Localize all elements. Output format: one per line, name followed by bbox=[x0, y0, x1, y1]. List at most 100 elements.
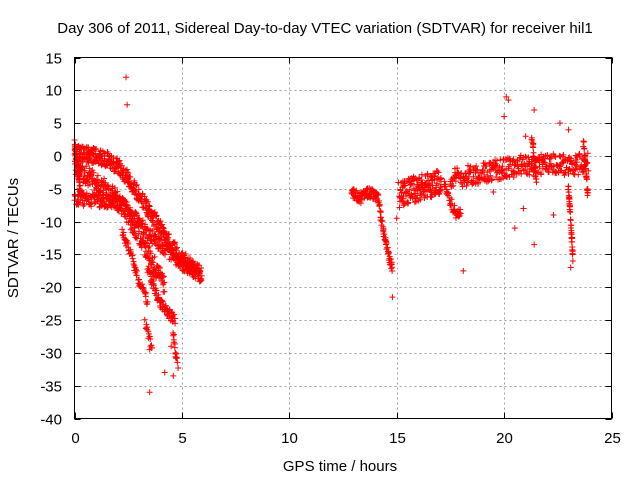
data-point bbox=[101, 150, 108, 157]
data-point bbox=[170, 331, 177, 338]
data-point bbox=[569, 248, 576, 255]
data-point bbox=[179, 249, 186, 256]
data-point bbox=[561, 172, 568, 179]
data-point-outlier bbox=[393, 215, 400, 222]
data-point bbox=[377, 214, 384, 221]
data-point bbox=[148, 342, 155, 349]
data-point bbox=[135, 221, 142, 228]
data-point bbox=[182, 257, 189, 264]
data-point bbox=[162, 239, 169, 246]
data-point bbox=[88, 172, 95, 179]
data-point bbox=[385, 250, 392, 257]
data-point bbox=[532, 167, 539, 174]
data-point bbox=[140, 231, 147, 238]
data-point bbox=[78, 188, 85, 195]
data-point bbox=[526, 171, 533, 178]
data-point bbox=[165, 231, 172, 238]
data-point bbox=[151, 237, 158, 244]
data-point bbox=[75, 171, 82, 178]
data-point bbox=[123, 202, 130, 209]
data-point bbox=[451, 207, 458, 214]
data-point bbox=[560, 151, 567, 158]
data-point bbox=[398, 189, 405, 196]
data-point bbox=[125, 240, 132, 247]
data-point bbox=[82, 145, 89, 152]
data-point bbox=[148, 258, 155, 265]
data-point bbox=[119, 194, 126, 201]
data-point bbox=[493, 157, 500, 164]
data-point bbox=[76, 176, 83, 182]
y-tick-label: -15 bbox=[40, 247, 62, 264]
y-tick-label: -25 bbox=[40, 313, 62, 330]
data-point bbox=[150, 264, 157, 271]
data-point bbox=[583, 176, 590, 183]
data-point bbox=[171, 315, 178, 322]
data-point bbox=[150, 278, 157, 285]
data-point bbox=[126, 211, 133, 218]
data-point bbox=[155, 263, 162, 270]
data-point bbox=[160, 225, 167, 232]
data-point bbox=[173, 350, 180, 357]
data-point-outlier bbox=[565, 126, 572, 133]
data-point bbox=[434, 180, 441, 187]
data-point bbox=[103, 200, 110, 207]
data-point bbox=[575, 171, 582, 178]
data-point bbox=[120, 229, 127, 236]
data-point bbox=[475, 180, 482, 187]
data-point bbox=[568, 155, 575, 162]
data-point bbox=[89, 167, 96, 174]
data-point bbox=[379, 217, 386, 224]
data-point bbox=[366, 185, 373, 192]
data-point bbox=[173, 355, 180, 362]
data-point-outlier bbox=[146, 389, 153, 396]
data-point bbox=[119, 232, 126, 239]
data-point bbox=[169, 246, 176, 253]
data-point bbox=[161, 288, 168, 295]
data-point bbox=[186, 255, 193, 262]
data-point bbox=[170, 336, 177, 343]
x-axis-label: GPS time / hours bbox=[283, 458, 397, 475]
data-point bbox=[94, 179, 101, 186]
data-point bbox=[483, 163, 490, 170]
data-point bbox=[155, 291, 162, 298]
data-point-outlier bbox=[556, 120, 563, 127]
x-tick-label: 10 bbox=[281, 430, 298, 447]
data-point bbox=[158, 221, 165, 228]
data-point bbox=[121, 213, 128, 220]
data-point bbox=[581, 158, 588, 165]
data-point bbox=[136, 276, 143, 283]
y-tick-label: 0 bbox=[54, 149, 62, 166]
data-point bbox=[182, 251, 189, 258]
data-point bbox=[396, 204, 403, 211]
data-point bbox=[131, 224, 138, 231]
data-point-outlier bbox=[520, 205, 527, 212]
data-point bbox=[133, 212, 140, 219]
data-point bbox=[522, 153, 529, 160]
data-point bbox=[408, 180, 415, 187]
data-point bbox=[584, 190, 591, 197]
data-point bbox=[573, 162, 580, 169]
data-point bbox=[159, 274, 166, 281]
data-point bbox=[119, 226, 126, 233]
data-point bbox=[144, 198, 151, 205]
x-tick-label: 25 bbox=[604, 430, 621, 447]
data-point bbox=[150, 259, 157, 266]
data-point bbox=[174, 359, 181, 366]
data-point bbox=[139, 217, 146, 224]
data-point bbox=[525, 161, 532, 168]
data-point bbox=[582, 166, 589, 173]
data-point bbox=[455, 213, 462, 220]
data-point bbox=[530, 140, 537, 147]
data-point bbox=[165, 234, 172, 241]
data-point bbox=[118, 162, 125, 169]
y-tick-label: -35 bbox=[40, 379, 62, 396]
data-point-outlier bbox=[460, 267, 467, 274]
data-point bbox=[544, 152, 551, 159]
data-point bbox=[567, 217, 574, 224]
data-point-outlier bbox=[123, 74, 130, 81]
data-point bbox=[525, 154, 532, 161]
data-point bbox=[149, 228, 156, 235]
data-point bbox=[129, 255, 136, 262]
data-point bbox=[130, 258, 137, 265]
